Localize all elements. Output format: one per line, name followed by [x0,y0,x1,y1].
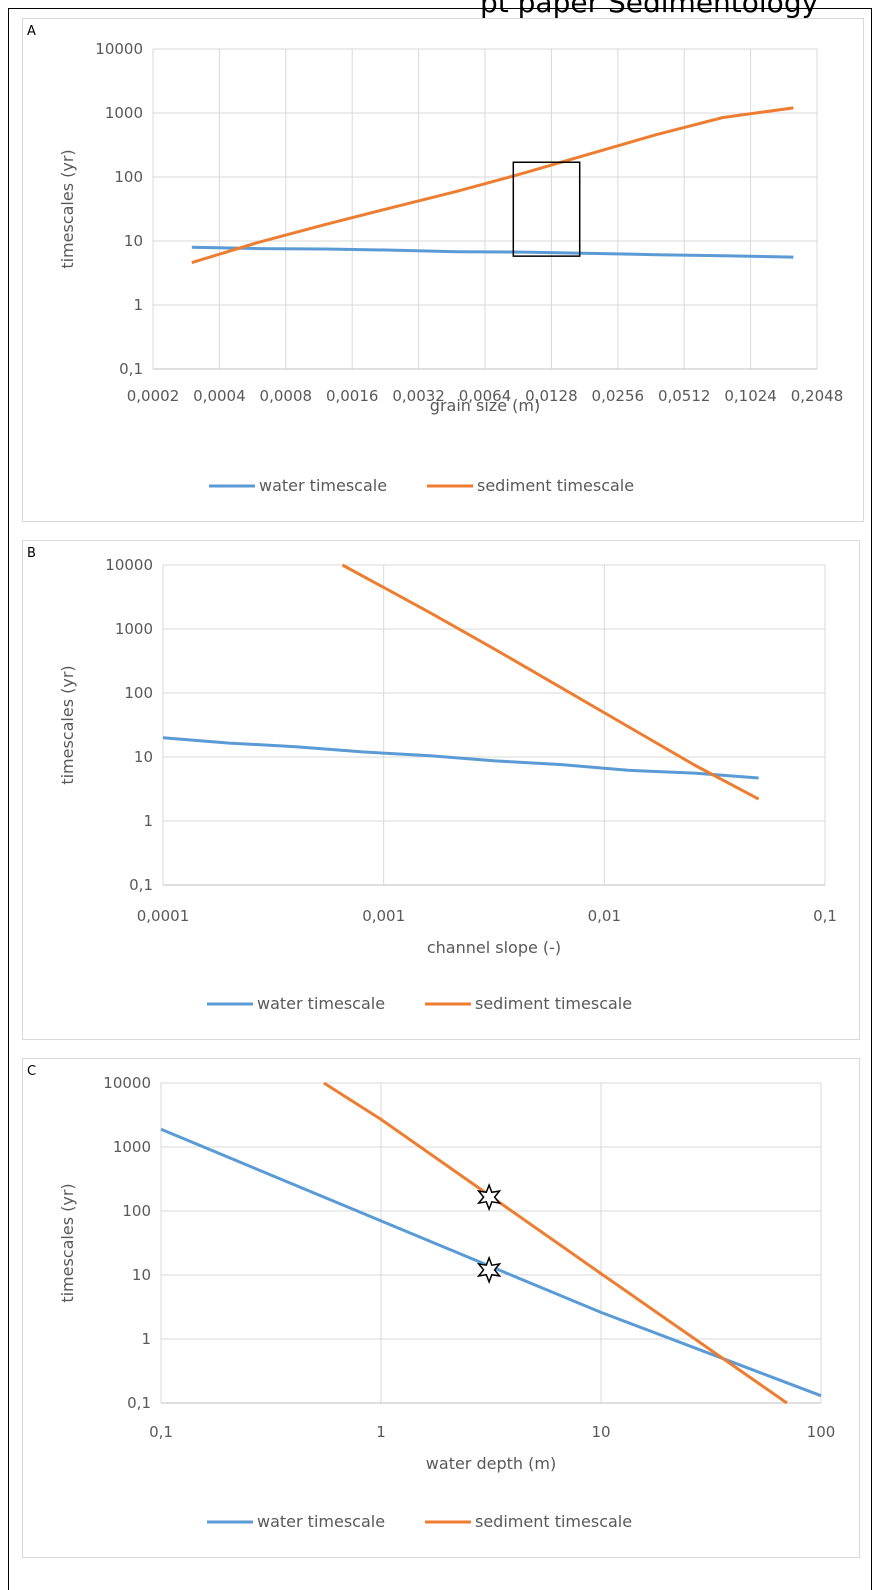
x-axis-title: water depth (m) [426,1454,556,1473]
y-tick-label: 10000 [95,40,143,58]
series-line-0 [191,245,794,259]
x-tick-label: 0,2048 [791,387,844,405]
y-tick-label: 10 [134,748,153,766]
legend-label-0: water timescale [257,994,385,1013]
x-tick-label: 100 [807,1423,836,1441]
star-marker [476,1255,502,1285]
chart-panel-a: A 0,1 1 10 100 1000 10000 0,0002 0,0004 0,0008 0,0… [22,18,864,522]
x-tick-label: 0,001 [362,907,405,925]
panel-label: A [27,24,36,39]
x-tick-label: 0,0512 [658,387,711,405]
legend-label-0: water timescale [259,476,387,495]
chart-panel-b: B 0,1 1 10 100 1000 10000 0,0001 0,001 0,01 0,1 cha… [22,540,860,1040]
star-marker [476,1182,502,1212]
series-line-1 [341,563,760,801]
y-tick-label: 1 [141,1330,151,1348]
y-tick-label: 1000 [115,620,153,638]
x-axis-title: channel slope (-) [427,938,561,957]
y-axis-title: timescales (yr) [58,1183,77,1302]
y-tick-label: 10000 [105,556,153,574]
y-tick-label: 1 [143,812,153,830]
x-tick-label: 0,0064 [459,387,512,405]
panel-label: B [27,546,36,561]
x-tick-label: 10 [591,1423,610,1441]
y-tick-label: 1000 [105,104,143,122]
chart-c-svg: C 0,1 1 10 100 1000 10000 0,1 1 10 100 water depth … [27,1064,836,1531]
chart-a-svg: A 0,1 1 10 100 1000 10000 0,0002 0,0004 0,0008 0,0… [27,24,844,495]
x-tick-label: 0,0001 [137,907,190,925]
series-line-0 [162,736,759,780]
y-tick-label: 0,1 [127,1394,151,1412]
y-tick-label: 100 [122,1202,151,1220]
x-tick-label: 0,0016 [326,387,379,405]
y-tick-label: 100 [124,684,153,702]
y-tick-label: 10 [124,232,143,250]
x-tick-label: 0,0002 [127,387,180,405]
y-tick-label: 100 [114,168,143,186]
legend-label-1: sediment timescale [475,1512,632,1531]
legend-label-0: water timescale [257,1512,385,1531]
x-tick-label: 0,0004 [193,387,246,405]
series-line-1 [191,106,794,265]
highlight-rectangle [512,161,581,257]
x-tick-label: 0,0032 [392,387,445,405]
x-tick-label: 0,0008 [260,387,313,405]
y-axis-title: timescales (yr) [58,149,77,268]
y-tick-label: 10000 [103,1074,151,1092]
panel-label: C [27,1064,36,1079]
x-tick-label: 0,0128 [525,387,578,405]
x-tick-label: 0,01 [588,907,621,925]
y-tick-label: 1000 [113,1138,151,1156]
x-tick-label: 0,1 [149,1423,173,1441]
chart-panel-c: C 0,1 1 10 100 1000 10000 0,1 1 10 100 water depth … [22,1058,860,1558]
x-axis-title: grain size (m) [430,396,540,415]
x-tick-label: 0,1024 [724,387,777,405]
x-tick-label: 0,1 [813,907,837,925]
series-line-1 [323,1081,788,1405]
y-tick-label: 1 [133,296,143,314]
x-tick-label: 0,0256 [592,387,645,405]
legend-label-1: sediment timescale [477,476,634,495]
figure-frame [8,8,872,1590]
y-tick-label: 10 [132,1266,151,1284]
y-tick-label: 0,1 [119,360,143,378]
y-tick-label: 0,1 [129,876,153,894]
page-title: pt paper Sedimentology [480,0,819,19]
y-axis-title: timescales (yr) [58,665,77,784]
x-tick-label: 1 [376,1423,386,1441]
legend-label-1: sediment timescale [475,994,632,1013]
chart-b-svg: B 0,1 1 10 100 1000 10000 0,0001 0,001 0,01 0,1 cha… [27,546,837,1013]
